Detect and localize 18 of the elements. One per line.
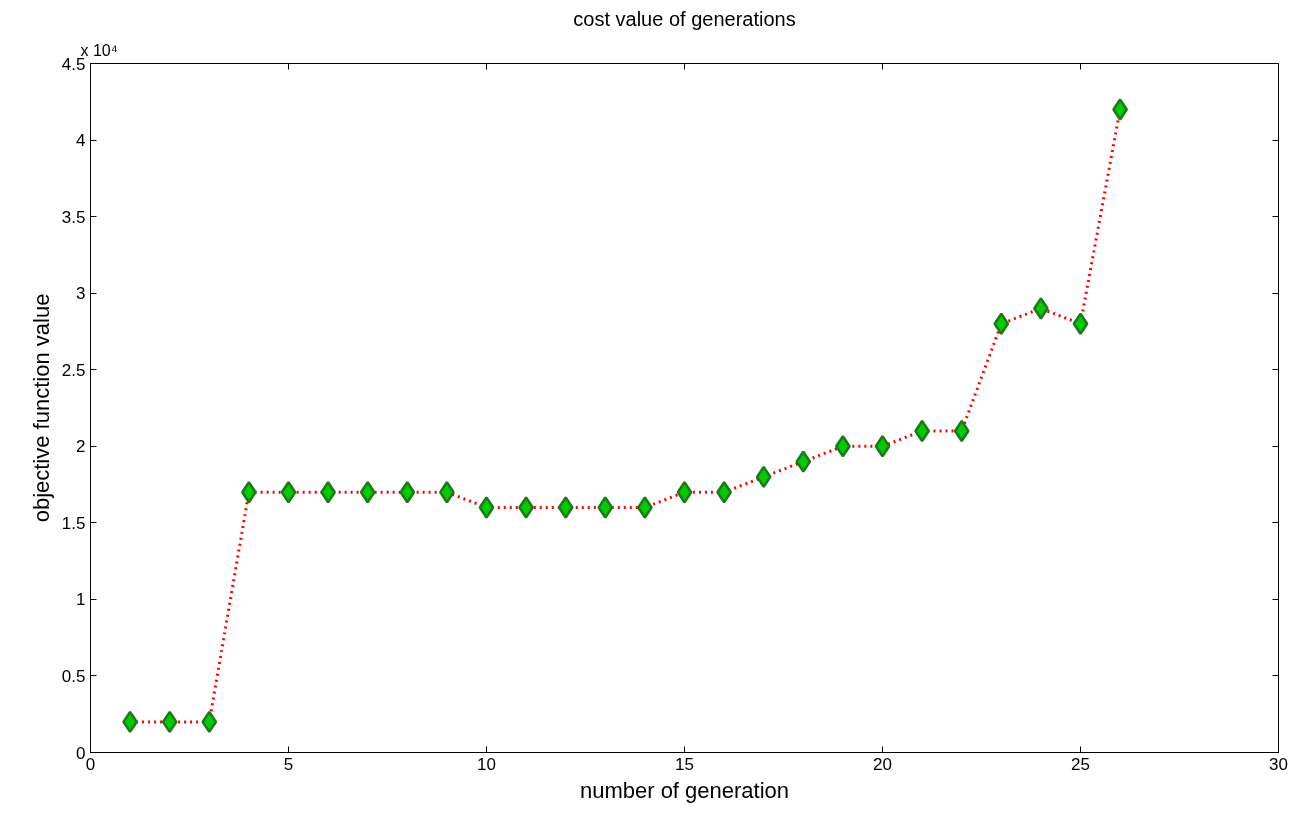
y-tick-label: 3.5	[61, 207, 86, 227]
y-tick-label: 0.5	[61, 666, 86, 686]
y-tick-label: 2	[76, 437, 86, 457]
y-tick-label: 4	[76, 131, 86, 151]
x-tick-label: 10	[477, 754, 496, 774]
x-axis-title: number of generation	[579, 777, 790, 803]
text: x 10⁴	[80, 41, 118, 59]
x-tick-label: 25	[1071, 754, 1090, 774]
y-tick-label: 1	[76, 590, 86, 610]
x-tick-label: 20	[873, 754, 892, 774]
x-tick-label: 30	[1269, 754, 1288, 774]
y-tick-label: 1.5	[61, 513, 86, 533]
y-tick-label: 2.5	[61, 360, 86, 380]
y-tick-label: 3	[76, 284, 86, 304]
y-axis-title: objective function value	[28, 293, 54, 523]
chart-title: cost value of generations	[573, 7, 796, 30]
x-tick-label: 15	[675, 754, 694, 774]
x-tick-label: 5	[283, 754, 294, 774]
